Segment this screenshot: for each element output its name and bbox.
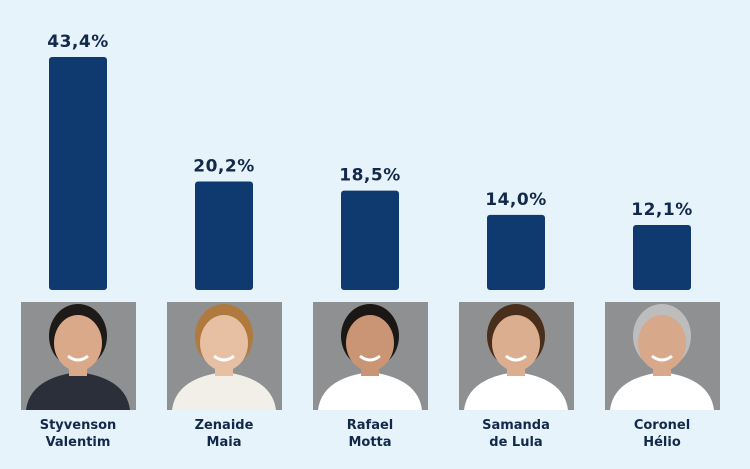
bar [633,225,691,290]
bar [49,56,107,290]
photo-body [610,372,714,410]
photo-smile [67,354,89,362]
photo-smile [359,354,381,362]
candidate-photo [605,302,720,410]
candidate-name: Zenaide Maia [195,418,254,450]
value-label: 18,5% [339,166,400,186]
candidate-name: Coronel Hélio [634,418,690,450]
candidate-photo [21,302,136,410]
photo-smile [651,354,673,362]
photo-body [464,372,568,410]
photo-face [638,315,686,371]
candidate-name: Samanda de Lula [482,418,550,450]
photo-face [492,315,540,371]
photo-face [346,315,394,371]
photo-face [200,315,248,371]
bar [195,181,253,290]
photo-body [318,372,422,410]
bar [341,190,399,290]
value-label: 43,4% [47,32,108,52]
photo-body [26,372,130,410]
photo-body [172,372,276,410]
value-label: 20,2% [193,157,254,177]
photo-smile [213,354,235,362]
photo-smile [505,354,527,362]
candidate-name: Styvenson Valentim [40,418,117,450]
photo-face [54,315,102,371]
candidate-photo [313,302,428,410]
candidate-photo [167,302,282,410]
value-label: 14,0% [485,190,546,210]
candidate-name: Rafael Motta [347,418,393,450]
candidate-photo [459,302,574,410]
bar [487,214,545,290]
value-label: 12,1% [631,200,692,220]
